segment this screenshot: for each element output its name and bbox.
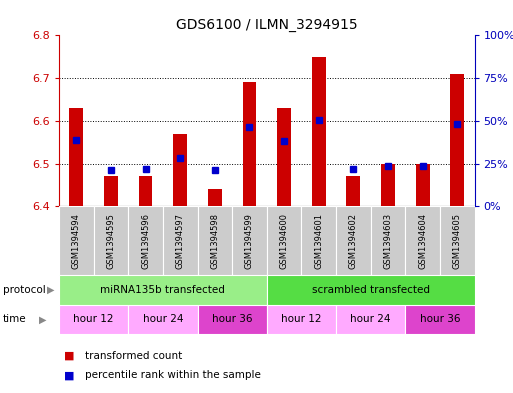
Bar — [128, 305, 198, 334]
Bar — [208, 189, 222, 206]
Text: hour 36: hour 36 — [212, 314, 252, 324]
Text: hour 12: hour 12 — [281, 314, 322, 324]
Text: hour 24: hour 24 — [143, 314, 183, 324]
Text: ▶: ▶ — [38, 314, 46, 324]
Bar — [198, 206, 232, 275]
Text: ■: ■ — [64, 351, 74, 361]
Text: GSM1394604: GSM1394604 — [418, 213, 427, 269]
Text: GSM1394600: GSM1394600 — [280, 213, 289, 269]
Bar — [139, 176, 152, 206]
Bar — [128, 206, 163, 275]
Text: GSM1394599: GSM1394599 — [245, 213, 254, 269]
Text: GSM1394594: GSM1394594 — [72, 213, 81, 269]
Bar — [173, 134, 187, 206]
Bar — [301, 206, 336, 275]
Bar — [59, 275, 267, 305]
Bar — [312, 57, 326, 206]
Bar — [243, 83, 256, 206]
Bar — [267, 305, 336, 334]
Bar — [267, 206, 301, 275]
Bar — [267, 275, 475, 305]
Bar — [405, 305, 475, 334]
Bar — [163, 206, 198, 275]
Bar — [336, 206, 370, 275]
Text: transformed count: transformed count — [85, 351, 182, 361]
Bar — [381, 163, 395, 206]
Bar — [336, 305, 405, 334]
Text: GSM1394596: GSM1394596 — [141, 213, 150, 269]
Text: GSM1394595: GSM1394595 — [106, 213, 115, 269]
Bar — [59, 305, 128, 334]
Bar — [198, 305, 267, 334]
Text: GSM1394598: GSM1394598 — [210, 213, 220, 269]
Text: miRNA135b transfected: miRNA135b transfected — [101, 285, 225, 295]
Text: GSM1394602: GSM1394602 — [349, 213, 358, 269]
Bar — [440, 206, 475, 275]
Bar — [450, 74, 464, 206]
Text: time: time — [3, 314, 26, 324]
Text: scrambled transfected: scrambled transfected — [311, 285, 430, 295]
Bar — [59, 206, 93, 275]
Bar — [405, 206, 440, 275]
Text: GSM1394597: GSM1394597 — [175, 213, 185, 269]
Text: hour 36: hour 36 — [420, 314, 460, 324]
Text: GSM1394603: GSM1394603 — [383, 213, 392, 269]
Text: hour 12: hour 12 — [73, 314, 114, 324]
Bar — [93, 206, 128, 275]
Bar — [69, 108, 83, 206]
Text: percentile rank within the sample: percentile rank within the sample — [85, 370, 261, 380]
Text: protocol: protocol — [3, 285, 45, 295]
Bar — [416, 163, 429, 206]
Bar — [232, 206, 267, 275]
Text: GSM1394605: GSM1394605 — [452, 213, 462, 269]
Text: GSM1394601: GSM1394601 — [314, 213, 323, 269]
Bar — [346, 176, 360, 206]
Text: ▶: ▶ — [47, 285, 55, 295]
Text: ■: ■ — [64, 370, 74, 380]
Text: hour 24: hour 24 — [350, 314, 391, 324]
Bar — [277, 108, 291, 206]
Bar — [370, 206, 405, 275]
Bar — [104, 176, 118, 206]
Title: GDS6100 / ILMN_3294915: GDS6100 / ILMN_3294915 — [176, 18, 358, 31]
